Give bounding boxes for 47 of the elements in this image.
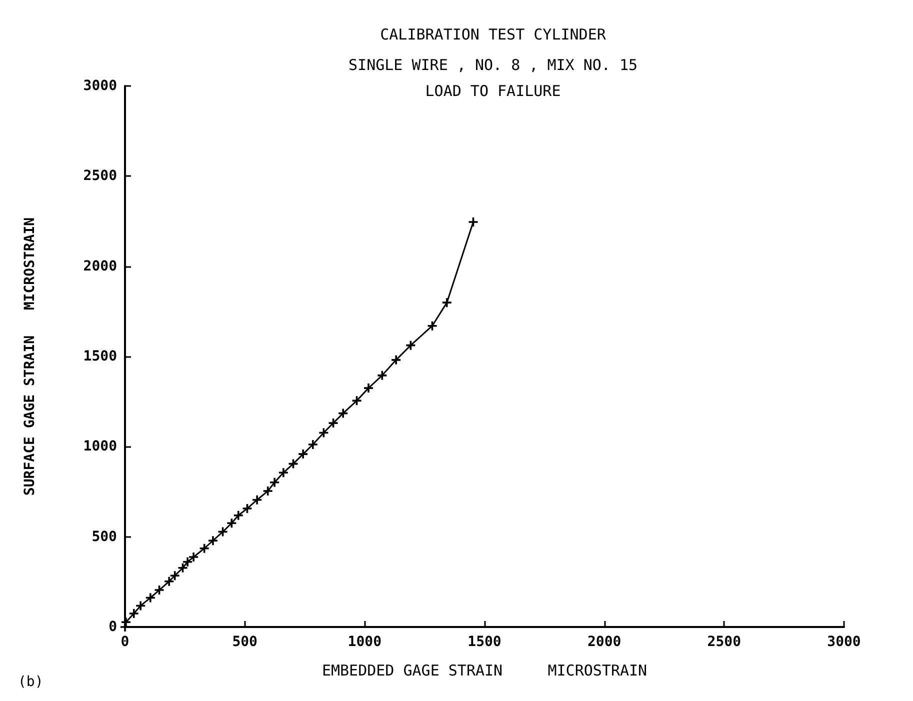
point xyxy=(154,586,164,595)
text: (b) xyxy=(18,674,44,690)
point xyxy=(263,486,272,496)
x-tick-label: 1500 xyxy=(468,634,502,650)
point xyxy=(129,608,138,618)
point xyxy=(146,593,155,602)
x-tick-label: 3000 xyxy=(827,634,861,650)
x-tick-label: 0 xyxy=(120,634,130,650)
point xyxy=(308,440,318,450)
x-tick-label: 500 xyxy=(232,634,258,650)
point xyxy=(442,298,452,308)
point xyxy=(364,384,373,393)
y-tick-label: 1500 xyxy=(83,348,117,364)
point xyxy=(278,468,288,478)
point xyxy=(121,618,130,627)
point xyxy=(392,355,401,364)
point xyxy=(298,450,308,459)
y-tick-label: 3000 xyxy=(83,78,117,94)
point xyxy=(328,418,338,428)
y-tick-label: 0 xyxy=(108,619,117,635)
point xyxy=(270,478,280,487)
y-tick-label: 2000 xyxy=(83,258,117,274)
point xyxy=(234,510,243,520)
y-tick-label: 1000 xyxy=(83,438,117,455)
point xyxy=(252,495,262,504)
point xyxy=(183,557,192,566)
point xyxy=(468,217,478,226)
chart-title: CALIBRATION TEST CYLINDER xyxy=(380,26,607,44)
y-tick-label: 500 xyxy=(92,528,117,545)
point xyxy=(338,408,348,418)
point xyxy=(378,370,387,380)
point xyxy=(227,518,236,528)
point xyxy=(242,504,252,514)
x-tick-label: 2500 xyxy=(707,634,742,650)
point xyxy=(178,563,188,572)
point xyxy=(164,576,174,586)
point xyxy=(189,552,198,562)
x-tick-label: 2000 xyxy=(587,634,622,650)
point xyxy=(208,536,218,546)
y-tick-label: 2500 xyxy=(83,168,117,184)
x-axis-title: EMBEDDED GAGE STRAIN MICROSTRAIN xyxy=(322,662,648,680)
point xyxy=(200,544,209,553)
chart-subtitle: SINGLE WIRE , NO. 8 , MIX NO. 15 LOAD TO FAILURE xyxy=(348,56,638,100)
point xyxy=(136,601,146,610)
y-axis-title: SURFACE GAGE STRAIN MICROSTRAIN xyxy=(22,217,38,496)
point xyxy=(170,571,180,580)
x-tick-label: 1000 xyxy=(348,634,382,650)
